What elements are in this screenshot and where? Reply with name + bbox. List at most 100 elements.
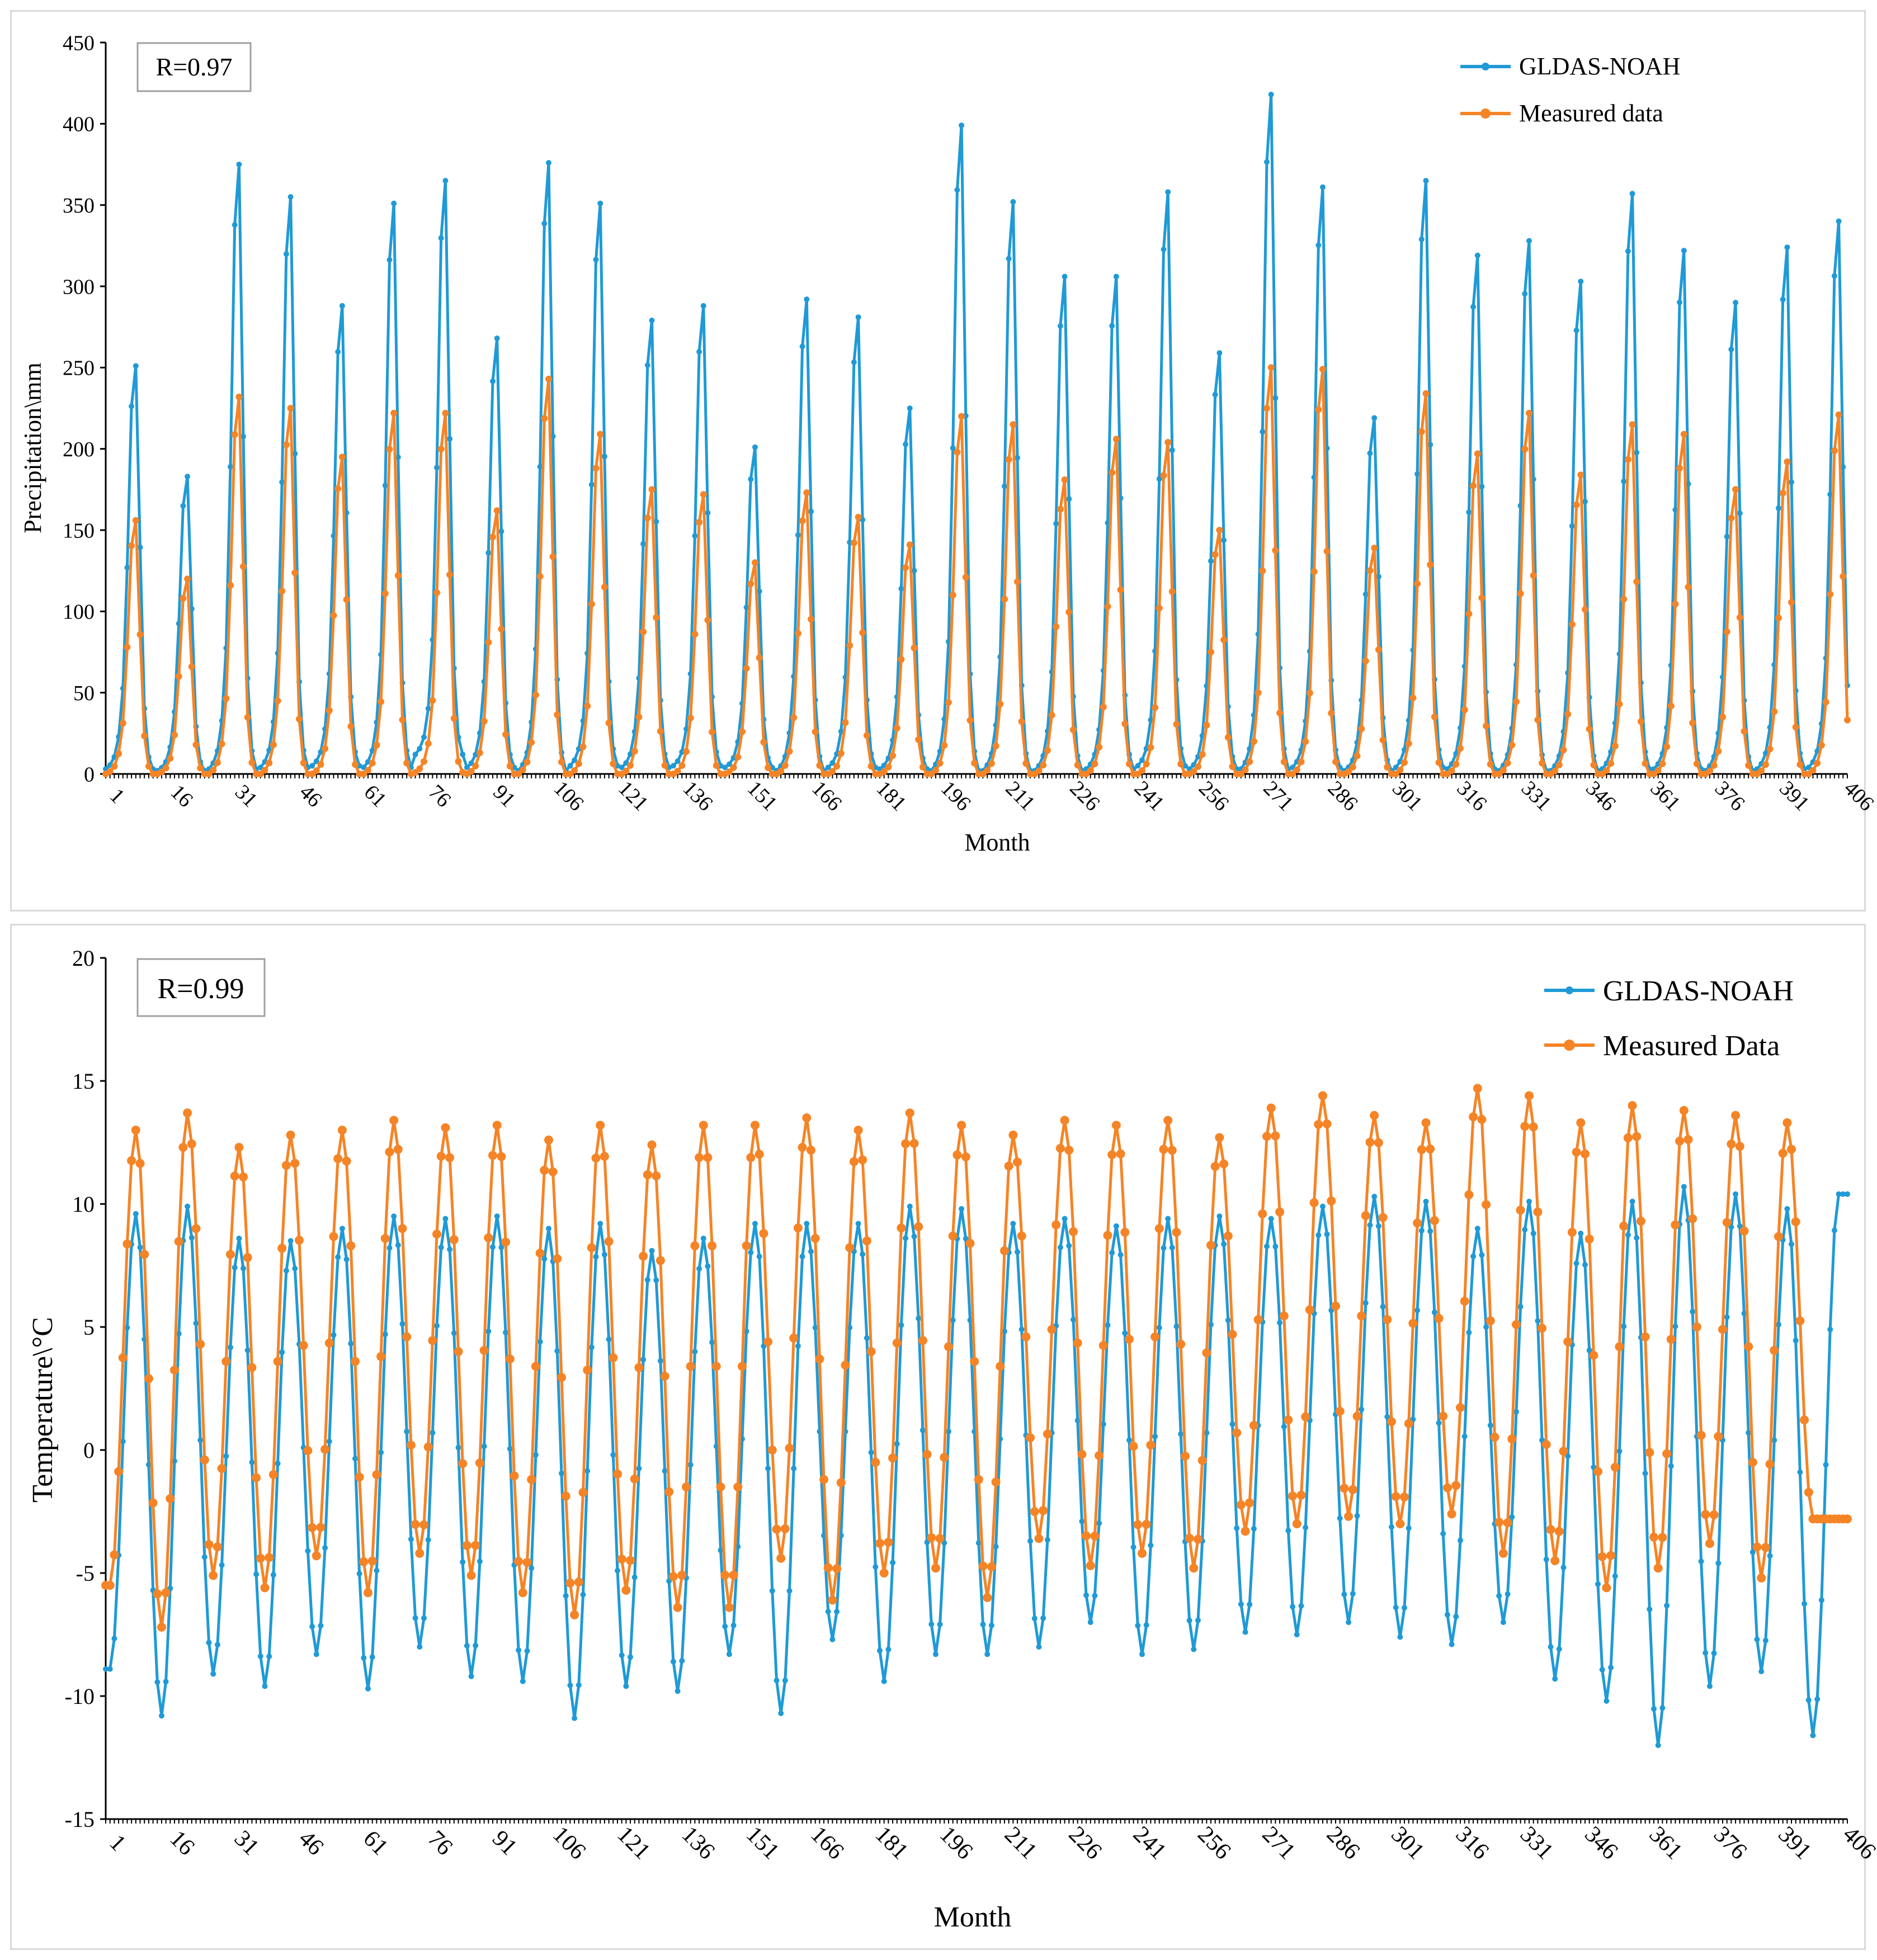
measured-point: [610, 760, 617, 767]
gldas-point: [1036, 1644, 1042, 1650]
gldas-point: [1836, 218, 1842, 224]
gldas-point: [447, 1246, 453, 1253]
x-tick-label: 46: [295, 780, 327, 812]
gldas-point: [1582, 1262, 1588, 1268]
measured-point: [515, 771, 522, 777]
measured-point: [1843, 1514, 1852, 1524]
measured-point: [668, 1572, 678, 1581]
measured-point: [1047, 1325, 1057, 1334]
gldas-point: [1208, 1321, 1214, 1328]
gldas-point: [1466, 509, 1472, 515]
gldas-point: [485, 1328, 492, 1334]
measured-point: [1683, 1135, 1693, 1144]
gldas-point: [412, 1615, 418, 1621]
measured-point: [1586, 725, 1593, 733]
gldas-point: [1139, 1651, 1145, 1657]
measured-point: [317, 761, 324, 768]
measured-point: [1229, 763, 1236, 770]
gldas-point: [911, 568, 917, 574]
measured-point: [1550, 1556, 1560, 1565]
gldas-point: [460, 752, 466, 758]
gldas-point: [537, 464, 543, 470]
measured-point: [1302, 738, 1309, 745]
gldas-point: [937, 1621, 943, 1627]
measured-point: [720, 1570, 730, 1580]
measured-point: [1795, 1316, 1805, 1325]
x-tick-label: 376: [1709, 1821, 1752, 1864]
x-axis-label: Month: [964, 829, 1030, 856]
measured-point: [587, 1243, 596, 1253]
gldas-point: [649, 318, 655, 323]
measured-point: [789, 1333, 799, 1343]
gldas-point: [1647, 1606, 1653, 1612]
measured-point: [855, 513, 862, 521]
measured-point: [794, 630, 801, 637]
measured-point: [1685, 583, 1692, 591]
measured-point: [1525, 1091, 1534, 1101]
measured-point: [1526, 409, 1532, 417]
x-tick-label: 331: [1517, 777, 1556, 816]
measured-point: [832, 1564, 842, 1574]
gldas-point: [795, 532, 801, 538]
gldas-point: [743, 1328, 749, 1334]
measured-point: [754, 1150, 764, 1159]
measured-point: [326, 707, 333, 714]
measured-point: [132, 517, 139, 524]
measured-point: [561, 1491, 570, 1501]
gldas-point: [498, 1244, 504, 1250]
gldas-point: [1746, 1430, 1752, 1436]
measured-point: [425, 740, 432, 747]
gldas-point: [1728, 346, 1734, 352]
measured-point: [1814, 759, 1821, 767]
measured-point: [1718, 1325, 1727, 1334]
measured-point: [997, 701, 1004, 707]
measured-point: [1835, 411, 1842, 418]
gldas-point: [1130, 1544, 1136, 1550]
measured-point: [1392, 771, 1399, 777]
gldas-point: [631, 1574, 638, 1580]
x-tick-label: 406: [1839, 777, 1877, 816]
gldas-point: [795, 1343, 801, 1349]
measured-point: [965, 1239, 975, 1248]
measured-point: [1044, 747, 1051, 754]
gldas-point: [1350, 1591, 1356, 1597]
gldas-point: [257, 1653, 263, 1659]
measured-point: [1249, 1421, 1258, 1430]
measured-point: [1658, 1533, 1667, 1542]
measured-point: [808, 616, 814, 623]
gldas-point: [133, 363, 139, 369]
measured-point: [949, 592, 956, 599]
gldas-point: [193, 1320, 199, 1326]
measured-point: [941, 742, 948, 749]
measured-point: [1331, 1301, 1340, 1311]
gldas-point: [1724, 533, 1730, 540]
measured-point: [394, 572, 402, 579]
gldas-point: [503, 1329, 509, 1335]
gldas-point: [1431, 1309, 1437, 1315]
gldas-point: [292, 1265, 298, 1272]
measured-point: [485, 639, 492, 646]
measured-point: [145, 763, 152, 770]
gldas-point: [1010, 199, 1016, 205]
measured-point: [713, 762, 720, 769]
measured-point: [978, 1561, 988, 1571]
measured-point: [415, 1548, 425, 1558]
gldas-point: [1741, 1310, 1747, 1316]
measured-point: [268, 1470, 278, 1479]
measured-point: [1055, 1144, 1065, 1153]
precipitation-chart-panel: Precipitation\mm 0 50 100 150 200 250 300 350 40…: [10, 10, 1877, 911]
measured-point: [914, 1222, 923, 1231]
gldas-point: [1015, 1249, 1020, 1255]
x-tick-label: 361: [1644, 1821, 1687, 1864]
gldas-point: [601, 1251, 607, 1258]
measured-point: [260, 1583, 270, 1593]
measured-point: [643, 1170, 652, 1179]
x-tick-label: 151: [741, 1821, 784, 1864]
gldas-point: [1169, 447, 1175, 454]
legend: GLDAS-NOAH Measured data: [1460, 53, 1680, 127]
gldas-point: [1737, 510, 1743, 516]
gldas-point: [1070, 1316, 1076, 1323]
measured-point: [1534, 716, 1541, 724]
measured-point: [329, 1232, 338, 1241]
measured-point: [287, 405, 294, 412]
